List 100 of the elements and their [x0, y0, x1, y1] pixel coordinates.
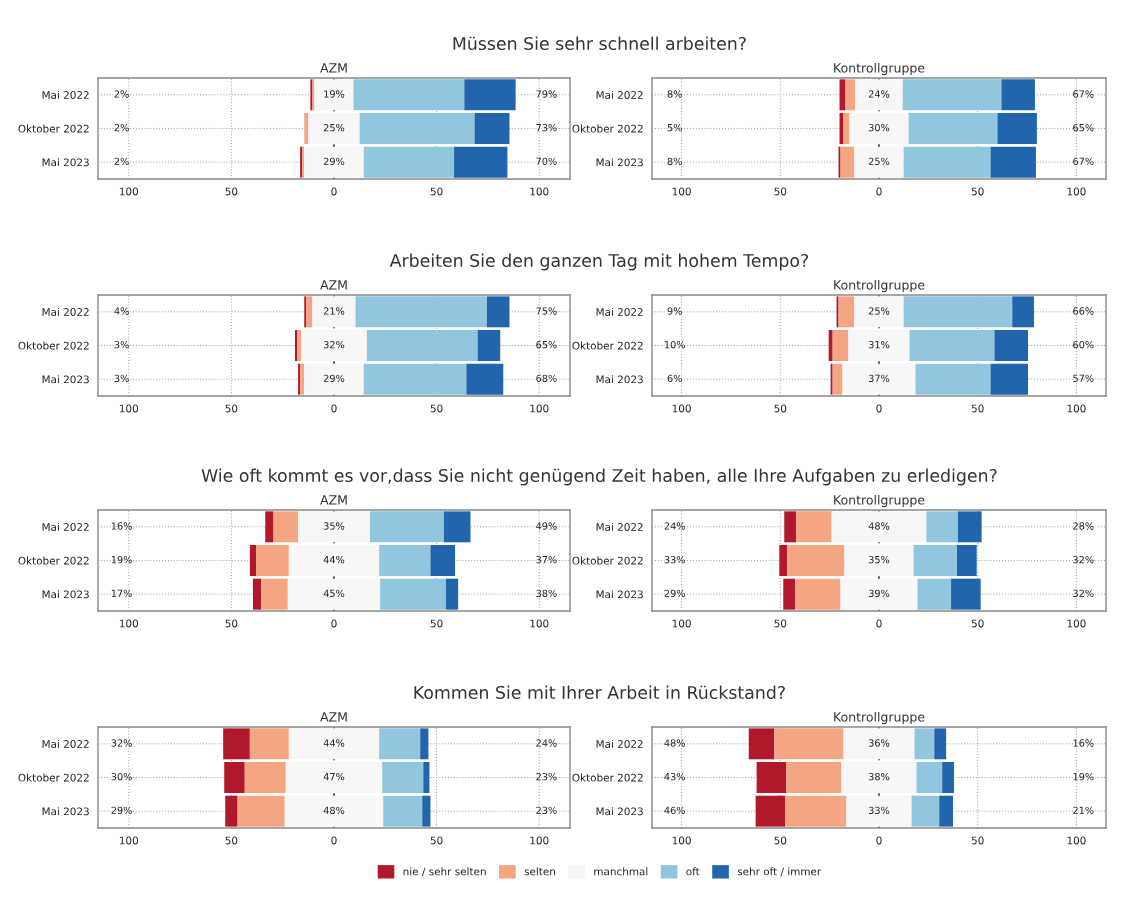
bar — [443, 511, 471, 543]
legend-label: nie / sehr selten — [403, 867, 486, 877]
bar — [755, 795, 786, 827]
bar — [265, 511, 274, 543]
annotation: 2% — [114, 157, 129, 165]
bar — [909, 330, 995, 361]
annotation: 24% — [536, 739, 557, 747]
bar — [304, 296, 307, 328]
annotation: 17% — [111, 589, 132, 597]
x-tick-label: 100 — [1067, 187, 1086, 196]
y-tick-label: Mai 2023 — [596, 375, 643, 384]
chart-title: AZM — [320, 495, 347, 505]
bar — [382, 762, 424, 793]
data-label: 30% — [868, 123, 890, 132]
x-tick-label: 0 — [331, 187, 337, 196]
bar — [366, 330, 478, 361]
bar — [908, 113, 998, 144]
y-tick-label: Mai 2022 — [596, 739, 643, 748]
y-tick-label: Mai 2022 — [42, 739, 89, 748]
bar — [466, 363, 504, 395]
annotation: 5% — [667, 123, 682, 132]
annotation: 2% — [114, 90, 129, 98]
annotation: 8% — [667, 90, 682, 98]
data-label: 25% — [868, 157, 890, 165]
bar — [990, 146, 1036, 178]
annotation: 66% — [1073, 307, 1094, 315]
y-tick-label: Mai 2023 — [596, 590, 643, 599]
x-tick-label: 50 — [774, 187, 787, 196]
annotation: 37% — [536, 555, 557, 564]
x-tick-label: 50 — [971, 619, 984, 628]
x-tick-label: 100 — [530, 619, 549, 628]
x-tick-label: 50 — [971, 836, 984, 845]
bar — [843, 113, 850, 144]
data-label: 19% — [324, 90, 345, 98]
data-label: 47% — [323, 772, 345, 781]
data-label: 39% — [868, 589, 890, 597]
y-tick-label: Oktober 2022 — [18, 773, 89, 782]
chart-title: Kontrollgruppe — [834, 494, 925, 508]
x-tick-label: 50 — [774, 836, 787, 845]
bar — [477, 330, 501, 361]
annotation: 16% — [111, 522, 132, 530]
data-label: 33% — [868, 806, 890, 814]
annotation: 4% — [114, 307, 129, 315]
annotation: 32% — [1073, 555, 1094, 564]
annotation: 67% — [1073, 90, 1094, 98]
data-label: 24% — [868, 90, 890, 98]
data-label: 25% — [323, 123, 345, 132]
x-tick-label: 100 — [119, 619, 139, 628]
annotation: 16% — [1073, 739, 1094, 747]
bar — [223, 728, 250, 760]
data-label: 32% — [323, 340, 345, 349]
legend-label: selten — [524, 867, 555, 876]
annotation: 70% — [536, 157, 557, 165]
x-tick-label: 50 — [774, 619, 787, 628]
bar — [756, 762, 787, 793]
data-label: 21% — [323, 307, 345, 315]
annotation: 30% — [111, 772, 132, 781]
bar — [1001, 79, 1035, 111]
annotation: 38% — [536, 589, 557, 597]
annotation: 73% — [536, 123, 557, 132]
bar — [784, 511, 797, 543]
bar — [420, 728, 429, 760]
legend-label: sehr oft / immer — [737, 867, 822, 877]
annotation: 8% — [667, 157, 682, 165]
bar — [783, 578, 796, 610]
bar — [956, 545, 977, 576]
x-tick-label: 0 — [876, 404, 882, 413]
legend-label: oft — [686, 867, 700, 876]
x-tick-label: 0 — [876, 187, 882, 196]
chart-subtitle: Müssen Sie sehr schnell arbeiten? — [453, 36, 746, 51]
y-tick-label: Mai 2023 — [42, 158, 89, 167]
bar — [225, 795, 238, 827]
y-tick-label: Oktober 2022 — [572, 341, 643, 350]
x-tick-label: 100 — [672, 187, 691, 196]
y-tick-label: Mai 2023 — [42, 807, 89, 816]
x-tick-label: 100 — [119, 404, 139, 413]
chart-title: Kontrollgruppe — [834, 279, 925, 293]
annotation: 60% — [1073, 340, 1094, 349]
bar — [832, 363, 843, 395]
chart-subtitle: Kommen Sie mit Ihrer Arbeit in Rückstand? — [414, 685, 785, 700]
annotation: 33% — [664, 555, 685, 564]
annotation: 23% — [536, 806, 557, 814]
x-tick-label: 50 — [430, 187, 443, 196]
bar — [779, 545, 788, 576]
bar — [298, 363, 301, 395]
annotation: 49% — [536, 522, 557, 530]
x-tick-label: 50 — [225, 836, 238, 845]
bar — [951, 578, 981, 610]
bar — [787, 545, 845, 576]
annotation: 75% — [536, 307, 557, 315]
bar — [379, 545, 431, 576]
bar — [464, 79, 516, 111]
bar — [1012, 296, 1034, 328]
x-tick-label: 0 — [331, 836, 337, 845]
x-tick-label: 50 — [430, 619, 443, 628]
bar — [244, 762, 286, 793]
annotation: 3% — [114, 340, 129, 349]
chart-subtitle: Wie oft kommt es vor,dass Sie nicht genügend Zeit haben, alle Ihre Aufgaben zu erledigen? — [201, 468, 997, 486]
y-tick-label: Mai 2022 — [42, 90, 89, 99]
legend-label: manchmal — [594, 867, 648, 876]
